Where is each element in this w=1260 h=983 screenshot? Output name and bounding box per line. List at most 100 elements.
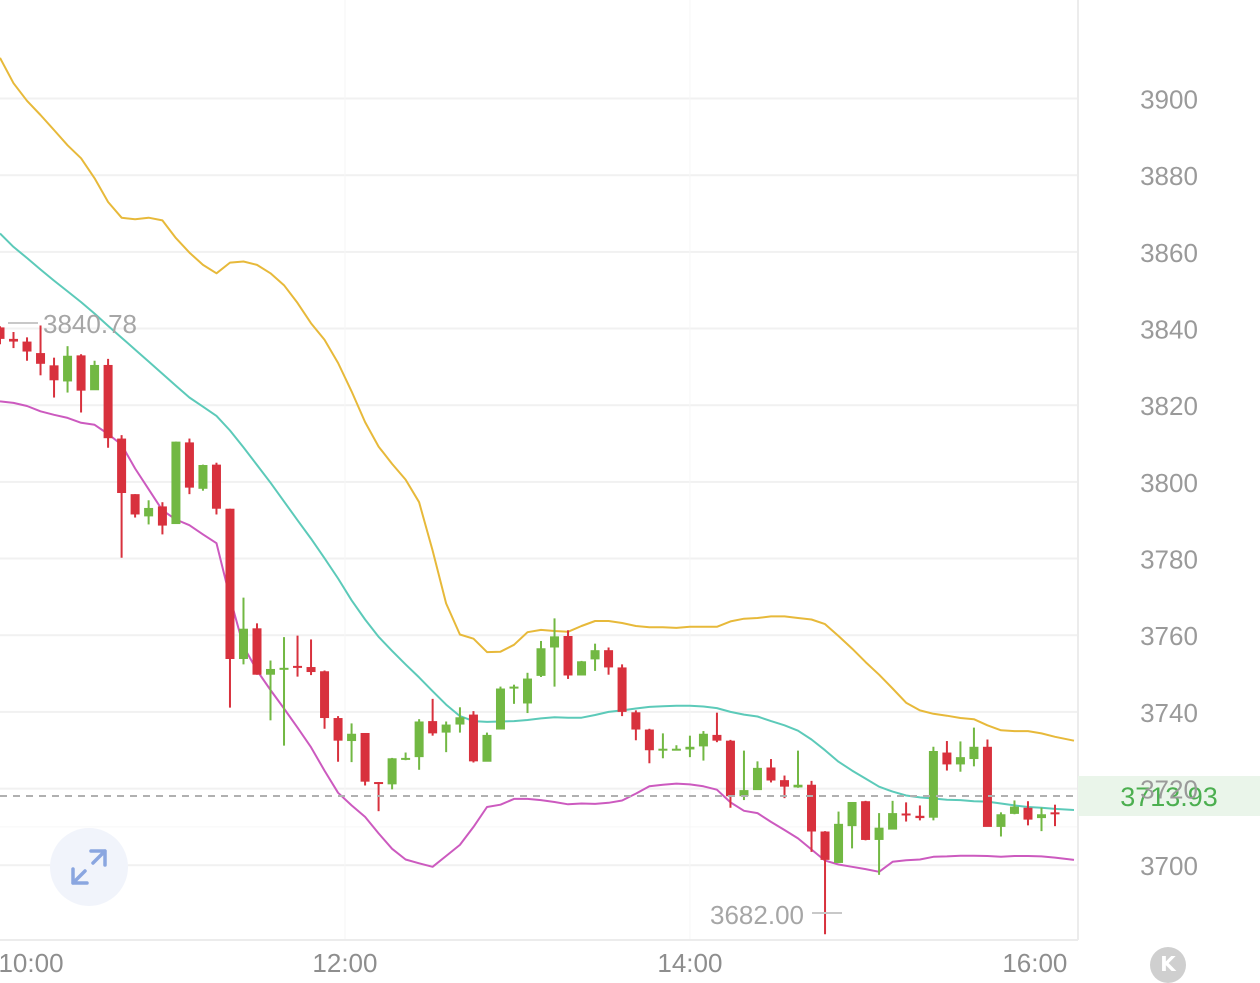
candle — [1023, 801, 1033, 826]
band-lines — [0, 57, 1075, 873]
y-tick-label: 3840 — [1140, 315, 1198, 345]
candle — [266, 660, 276, 721]
y-tick-label: 3900 — [1140, 85, 1198, 115]
candle — [198, 464, 208, 491]
y-tick-label: 3820 — [1140, 391, 1198, 421]
candle-body — [103, 364, 113, 439]
candle — [482, 732, 492, 762]
candle — [509, 684, 519, 704]
candle — [820, 831, 830, 935]
x-tick-label: 14:00 — [657, 948, 722, 978]
candle-body — [347, 733, 357, 742]
candle-body — [157, 506, 167, 526]
candle-body — [942, 752, 952, 765]
candle-body — [374, 782, 384, 785]
candle-body — [468, 714, 478, 762]
x-axis-labels: 10:00 12:00 14:00 16:00 — [0, 948, 1067, 978]
candle-body — [793, 784, 803, 788]
candle-body — [550, 636, 560, 648]
candles — [0, 325, 1060, 935]
candle-body — [76, 355, 86, 391]
candle-body — [238, 628, 248, 659]
candle-body — [36, 353, 46, 364]
candle-body — [428, 721, 438, 734]
candle-body — [779, 780, 789, 787]
candle-body — [130, 494, 140, 515]
expand-button[interactable] — [50, 828, 128, 906]
candle — [63, 346, 73, 393]
collapse-k-icon: K — [1160, 952, 1176, 976]
upper-band-line — [0, 57, 1075, 742]
candle — [36, 325, 46, 376]
candle-body — [225, 508, 235, 659]
candle-body — [333, 718, 343, 741]
candle — [441, 721, 451, 753]
candle-body — [211, 464, 221, 509]
candle-body — [171, 441, 181, 525]
candle — [225, 508, 235, 708]
x-tick-label: 16:00 — [1002, 948, 1067, 978]
x-tick-label: 12:00 — [312, 948, 377, 978]
candle — [658, 733, 668, 759]
candle-body — [604, 650, 614, 668]
candle-body — [847, 801, 857, 827]
candle — [171, 441, 181, 525]
collapse-button[interactable]: K — [1150, 947, 1186, 983]
candle-body — [752, 767, 762, 791]
candle-body — [509, 686, 519, 689]
y-tick-label: 3860 — [1140, 238, 1198, 268]
y-tick-label: 3700 — [1140, 851, 1198, 881]
candle-body — [658, 748, 668, 751]
expand-arrows-icon — [71, 849, 107, 885]
candle — [982, 739, 992, 827]
candle-body — [279, 667, 289, 670]
y-tick-label: 3760 — [1140, 621, 1198, 651]
candle — [861, 800, 871, 841]
candle — [874, 813, 884, 875]
candle — [1050, 804, 1060, 827]
candle — [969, 727, 979, 767]
candle-body — [523, 678, 533, 704]
candle-body — [685, 746, 695, 750]
candle — [211, 462, 221, 515]
candle — [279, 637, 289, 746]
y-tick-label: 3720 — [1140, 775, 1198, 805]
candle-body — [360, 732, 370, 782]
candle — [955, 741, 965, 772]
candle-body — [266, 668, 276, 675]
y-tick-label: 3740 — [1140, 698, 1198, 728]
candle-body — [482, 734, 492, 762]
candle-body — [144, 507, 154, 517]
candle-body — [577, 661, 587, 676]
candle-body — [184, 442, 194, 488]
candle — [563, 630, 573, 679]
candle — [293, 635, 303, 677]
candle — [996, 812, 1006, 837]
candle-body — [982, 746, 992, 827]
candle-body — [9, 338, 19, 342]
candle — [401, 752, 411, 761]
candle-body — [49, 365, 59, 381]
y-axis-labels: 3700 3720 3740 3760 3780 3800 3820 3840 3860 3880… — [1140, 85, 1198, 882]
candle — [22, 337, 32, 361]
candle-body — [441, 724, 451, 733]
candle-body — [969, 746, 979, 760]
candle — [590, 643, 600, 671]
candle — [360, 732, 370, 786]
candle-body — [901, 813, 911, 816]
candle — [523, 672, 533, 714]
candle-body — [563, 635, 573, 676]
candle — [387, 757, 397, 790]
candle-body — [698, 733, 708, 747]
candle — [901, 802, 911, 822]
candle — [49, 357, 59, 398]
candle — [157, 502, 167, 535]
candle — [414, 719, 424, 770]
candle — [0, 326, 5, 345]
candle-body — [928, 751, 938, 818]
candle-body — [117, 438, 127, 494]
candle-body — [63, 355, 73, 382]
candle-body — [387, 758, 397, 785]
candle-body — [401, 757, 411, 760]
